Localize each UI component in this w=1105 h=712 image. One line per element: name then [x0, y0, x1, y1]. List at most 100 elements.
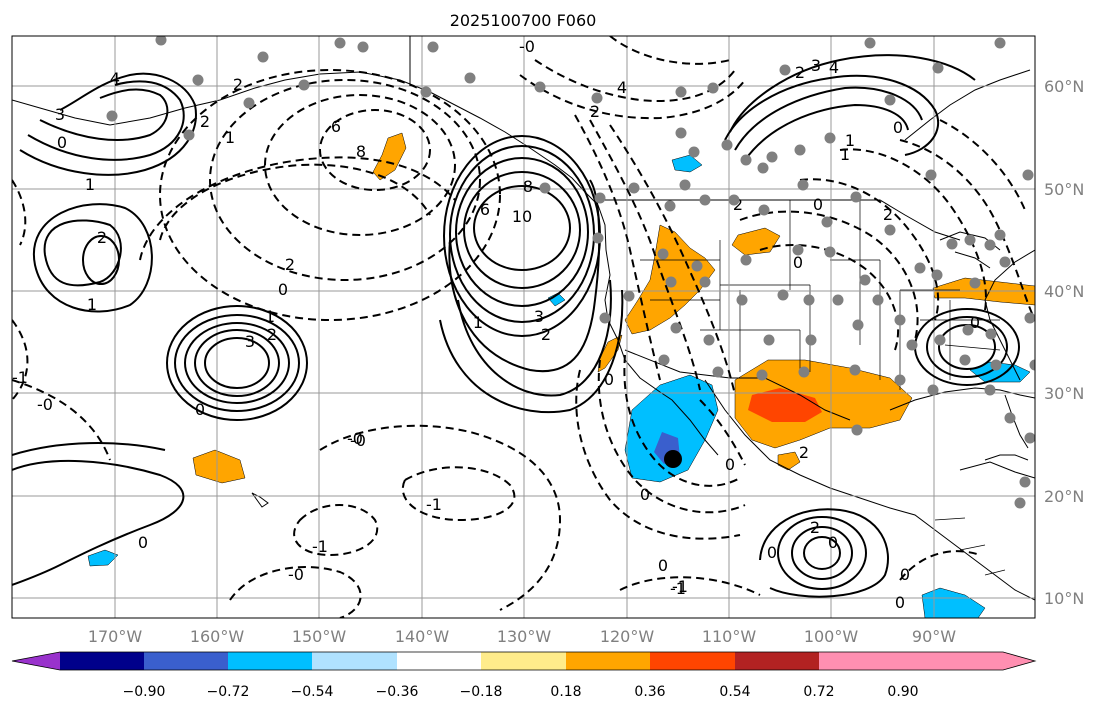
coastline-east [984, 249, 1035, 381]
contour-label: 0 [278, 280, 288, 299]
contour [939, 119, 1026, 211]
colorbar-segment [228, 652, 312, 670]
contour [729, 54, 976, 133]
contour [293, 504, 379, 557]
lat-label: 50°N [1044, 180, 1084, 199]
contour-label: 0 [970, 313, 980, 332]
lat-label: 40°N [1044, 282, 1084, 301]
colorbar-tick: −0.72 [207, 684, 250, 700]
station-dot [1024, 432, 1035, 444]
colorbar-segment [566, 652, 650, 670]
station-dot [1029, 359, 1035, 371]
shade-orange-mexico [734, 359, 913, 449]
contour [159, 69, 501, 321]
contour [32, 203, 153, 313]
contour-label: -0 [37, 395, 53, 414]
station-dots [106, 36, 1035, 509]
contour-label: 0 [658, 556, 668, 575]
plot-area: 4 3 2 2 1 0 1 6 8 6 10 8 4 3 2 1 2 1 2 3… [12, 36, 1035, 618]
station-dot [849, 364, 861, 376]
station-dot [969, 277, 981, 289]
contour-label: 0 [900, 565, 910, 584]
lat-label: 60°N [1044, 77, 1084, 96]
station-dot [599, 312, 611, 324]
contour [209, 79, 481, 281]
shade-blue-canada [671, 154, 703, 173]
station-dot [851, 424, 863, 436]
colorbar-segment [735, 652, 819, 670]
colorbar-segment [312, 652, 397, 670]
coastline-mexico-pacific [704, 379, 1035, 601]
contour [229, 566, 362, 618]
contour [473, 185, 571, 271]
contour [899, 139, 1035, 321]
station-dot [657, 248, 669, 260]
lon-label: 160°W [190, 627, 245, 646]
lat-label: 10°N [1044, 589, 1084, 608]
longitude-axis: 170°W 160°W 150°W 140°W 130°W 120°W 110°… [88, 627, 956, 646]
station-dot [1019, 476, 1031, 488]
station-dot [757, 162, 769, 174]
station-dot [106, 110, 118, 122]
contour [574, 114, 661, 381]
shade-orange-small-mexico [777, 451, 801, 471]
contour [319, 109, 431, 191]
station-dot [985, 328, 997, 340]
contour [204, 337, 270, 389]
contour-label: 2 [541, 325, 551, 344]
contour-label: 1 [85, 175, 95, 194]
contour [39, 88, 169, 141]
station-dot [703, 334, 715, 346]
station-dot [539, 182, 551, 194]
highlight-marker [664, 450, 682, 468]
station-dot [824, 246, 836, 258]
lon-label: 90°W [912, 627, 956, 646]
contour [609, 36, 731, 65]
station-dot [675, 127, 687, 139]
contour-label: 2 [799, 443, 809, 462]
contour [12, 179, 27, 246]
contour [926, 316, 1008, 378]
contour [597, 359, 746, 514]
station-dot [962, 324, 974, 336]
contour-label: 0 [828, 533, 838, 552]
contour-label: 2 [795, 63, 805, 82]
contour-label: 4 [110, 69, 120, 88]
contour [724, 74, 940, 156]
station-dot [894, 314, 906, 326]
contour [759, 508, 889, 598]
contour-label: 3 [811, 56, 821, 75]
station-dot [925, 169, 937, 181]
shade-orange-hawaii [192, 449, 246, 484]
station-dot [298, 79, 310, 91]
colorbar-segment [60, 652, 144, 670]
station-dot [357, 41, 369, 53]
contour [777, 516, 867, 590]
station-dot [591, 92, 603, 104]
colorbar-tick: 0.36 [634, 684, 665, 700]
contour-label: 2 [267, 325, 277, 344]
station-dot [691, 260, 703, 272]
station-dot [779, 64, 791, 76]
contour [166, 305, 308, 421]
contour-label: 0 [895, 593, 905, 612]
contour [589, 119, 701, 391]
station-dot [592, 232, 604, 244]
station-dot [628, 182, 640, 194]
contour-label: 6 [480, 200, 490, 219]
coastline-yucatan [959, 461, 1035, 479]
contour-label: 4 [617, 78, 627, 97]
coastline-hudson [904, 69, 1031, 141]
colorbar-outline [11, 651, 1037, 671]
station-dot [736, 294, 748, 306]
coastline-west [584, 191, 661, 393]
station-dot [884, 94, 896, 106]
lon-label: 110°W [702, 627, 757, 646]
contour-label: 0 [813, 195, 823, 214]
station-dot [884, 224, 896, 236]
contour [457, 279, 612, 397]
contour-label: 0 [138, 533, 148, 552]
contour [575, 369, 741, 540]
station-dot [894, 374, 906, 386]
contour-label: 1 [225, 128, 235, 147]
